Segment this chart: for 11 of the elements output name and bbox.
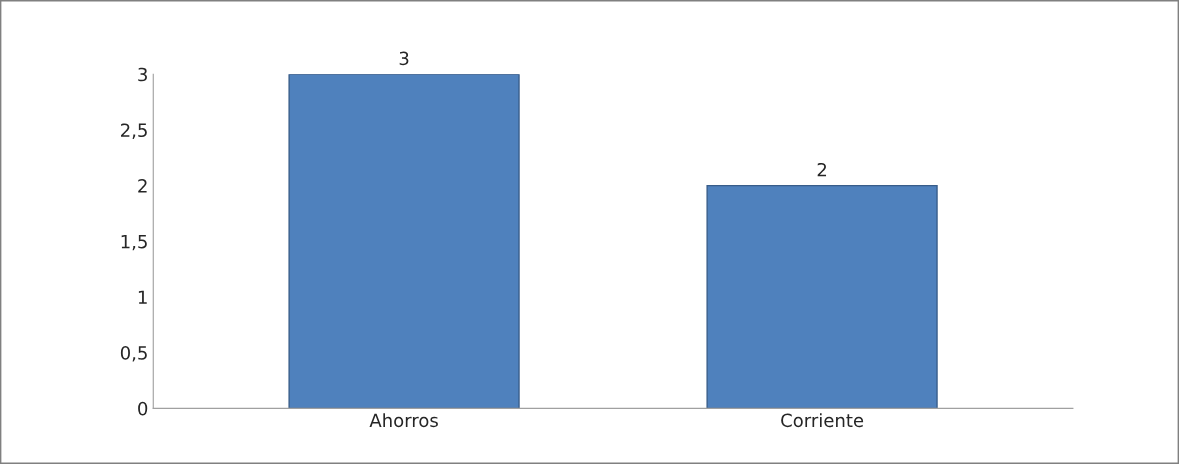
y-tick-label: 2,5 <box>121 123 147 139</box>
y-tick-label: 0,5 <box>120 346 147 362</box>
y-tick-label: 1,5 <box>121 234 147 251</box>
x-tick-label: Corriente <box>781 413 864 428</box>
data-label: 2 <box>817 162 827 177</box>
x-tick-label: Ahorros <box>369 413 438 428</box>
y-tick-label: 0 <box>138 401 148 416</box>
y-tick-label: 2 <box>138 179 147 193</box>
y-tick-label: 1 <box>138 290 147 304</box>
y-tick-label: 3 <box>138 67 147 82</box>
data-label: 3 <box>399 51 409 66</box>
